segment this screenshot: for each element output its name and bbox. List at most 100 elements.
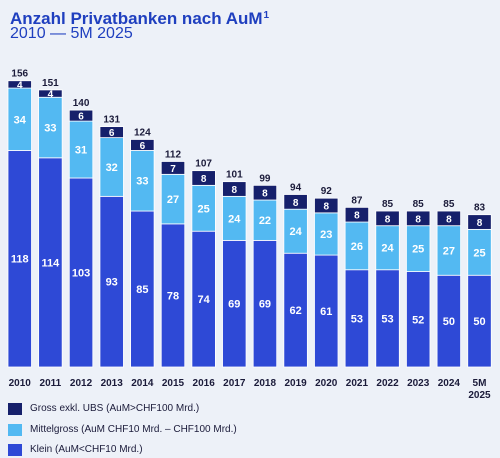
bar-segment-gross xyxy=(38,89,63,98)
bar-total-label: 85 xyxy=(443,199,455,210)
bar-total-label: 124 xyxy=(134,127,151,138)
chart-title: Anzahl Privatbanken nach AuM1 xyxy=(10,6,269,29)
bar-total-label: 156 xyxy=(11,69,28,80)
bar-total-label: 112 xyxy=(165,149,182,160)
bar-value-label-gross: 4 xyxy=(48,90,54,101)
bar-total-label: 140 xyxy=(73,98,90,109)
x-tick-label: 2012 xyxy=(70,378,93,389)
x-tick-label: 2016 xyxy=(193,378,216,389)
bar-segment-gross xyxy=(375,210,400,227)
x-tick-label: 2014 xyxy=(131,378,154,389)
bar-total-label: 99 xyxy=(259,173,271,184)
bar-value-label-gross: 8 xyxy=(385,214,391,225)
stacked-bar-chart: 1183441562010114334151201110331614020129… xyxy=(7,69,492,400)
bar-total-label: 87 xyxy=(351,195,363,206)
x-tick-label: 2011 xyxy=(40,378,62,389)
bar-value-label-mittelgross: 27 xyxy=(443,245,455,257)
bar-value-label-klein: 50 xyxy=(473,316,485,328)
bar-segment-gross xyxy=(252,184,278,201)
bar-value-label-klein: 103 xyxy=(72,267,90,279)
bar-value-label-klein: 78 xyxy=(167,290,179,302)
bar-segment-gross xyxy=(314,197,339,214)
bar-value-label-gross: 8 xyxy=(477,218,483,229)
bar-value-label-mittelgross: 31 xyxy=(75,145,87,157)
legend-swatch-gross xyxy=(8,403,22,415)
bar-value-label-klein: 52 xyxy=(412,314,424,326)
legend-swatch-klein xyxy=(8,444,22,456)
bar-segment-gross xyxy=(7,80,32,89)
bar-segment-gross xyxy=(436,210,462,227)
bar-total-label: 107 xyxy=(195,159,212,170)
bar-value-label-klein: 74 xyxy=(198,294,211,306)
bar-value-label-klein: 53 xyxy=(381,313,393,325)
x-tick-label: 2021 xyxy=(346,378,369,389)
bar-value-label-klein: 50 xyxy=(443,316,455,328)
x-tick-label: 2018 xyxy=(254,378,277,389)
bar-total-label: 131 xyxy=(103,115,120,126)
bar-value-label-gross: 8 xyxy=(232,185,238,196)
bar-value-label-mittelgross: 24 xyxy=(228,213,241,225)
bar-segment-gross xyxy=(68,109,94,122)
bar-segment-gross xyxy=(130,139,155,151)
bar-value-label-mittelgross: 24 xyxy=(289,226,302,238)
x-tick-label: 2025 xyxy=(468,390,491,400)
bar-value-label-mittelgross: 33 xyxy=(136,176,148,188)
bar-value-label-gross: 8 xyxy=(201,174,207,185)
bar-total-label: 85 xyxy=(382,199,394,210)
bar-segment-gross xyxy=(222,181,247,197)
legend-label-klein: Klein (AuM<CHF10 Mrd.) xyxy=(30,444,143,455)
bar-total-label: 85 xyxy=(413,199,425,210)
bar-value-label-mittelgross: 34 xyxy=(14,114,27,126)
bar-value-label-gross: 8 xyxy=(323,202,329,213)
bar-segment-gross xyxy=(283,194,308,210)
bar-segment-gross xyxy=(344,206,370,223)
bar-total-label: 92 xyxy=(321,186,333,197)
x-tick-label: 2020 xyxy=(315,378,338,389)
x-tick-label: 2017 xyxy=(223,378,246,389)
x-tick-label: 2013 xyxy=(101,378,124,389)
bar-value-label-gross: 6 xyxy=(78,112,84,123)
bar-value-label-mittelgross: 22 xyxy=(259,215,271,227)
chart-title-text: Anzahl Privatbanken nach AuM xyxy=(10,9,263,28)
x-tick-label: 5M xyxy=(473,378,487,389)
legend-label-gross: Gross exkl. UBS (AuM>CHF100 Mrd.) xyxy=(30,403,200,414)
bar-total-label: 83 xyxy=(474,203,486,214)
bar-total-label: 151 xyxy=(42,78,59,89)
bar-value-label-klein: 118 xyxy=(11,254,29,266)
bar-value-label-mittelgross: 25 xyxy=(198,203,210,215)
bar-value-label-klein: 114 xyxy=(42,257,61,269)
bar-value-label-gross: 8 xyxy=(354,211,360,222)
legend-label-mittelgross: Mittelgross (AuM CHF10 Mrd. – CHF100 Mrd… xyxy=(30,424,237,435)
bar-value-label-gross: 4 xyxy=(17,80,23,91)
x-tick-label: 2019 xyxy=(284,378,307,389)
bar-value-label-gross: 8 xyxy=(262,189,268,200)
bar-total-label: 94 xyxy=(290,183,302,194)
bar-segment-gross xyxy=(160,161,186,175)
bar-value-label-klein: 61 xyxy=(320,306,332,318)
bar-segment-gross xyxy=(467,214,492,230)
x-tick-label: 2015 xyxy=(162,378,185,389)
bar-value-label-mittelgross: 33 xyxy=(44,123,56,135)
bar-value-label-mittelgross: 23 xyxy=(320,229,332,241)
bar-value-label-klein: 85 xyxy=(136,284,148,296)
bar-segment-gross xyxy=(191,170,216,186)
bar-value-label-klein: 53 xyxy=(351,313,363,325)
bar-value-label-gross: 8 xyxy=(293,198,299,209)
bar-total-label: 101 xyxy=(226,170,243,181)
bar-value-label-mittelgross: 25 xyxy=(473,247,485,259)
bar-segment-gross xyxy=(99,126,124,139)
x-tick-label: 2024 xyxy=(438,378,461,389)
x-tick-label: 2022 xyxy=(376,378,399,389)
bar-value-label-gross: 6 xyxy=(140,141,146,152)
bar-value-label-klein: 69 xyxy=(228,299,240,311)
bar-value-label-gross: 8 xyxy=(415,214,421,225)
chart-subtitle: 2010 — 5M 2025 xyxy=(10,25,133,42)
bar-value-label-gross: 8 xyxy=(446,214,452,225)
bar-value-label-klein: 69 xyxy=(259,299,271,311)
bar-value-label-mittelgross: 27 xyxy=(167,194,179,206)
bar-value-label-klein: 93 xyxy=(106,277,118,289)
bar-value-label-klein: 62 xyxy=(289,305,301,317)
bar-value-label-gross: 7 xyxy=(170,164,176,175)
bar-value-label-mittelgross: 25 xyxy=(412,244,424,256)
bar-value-label-gross: 6 xyxy=(109,128,115,139)
